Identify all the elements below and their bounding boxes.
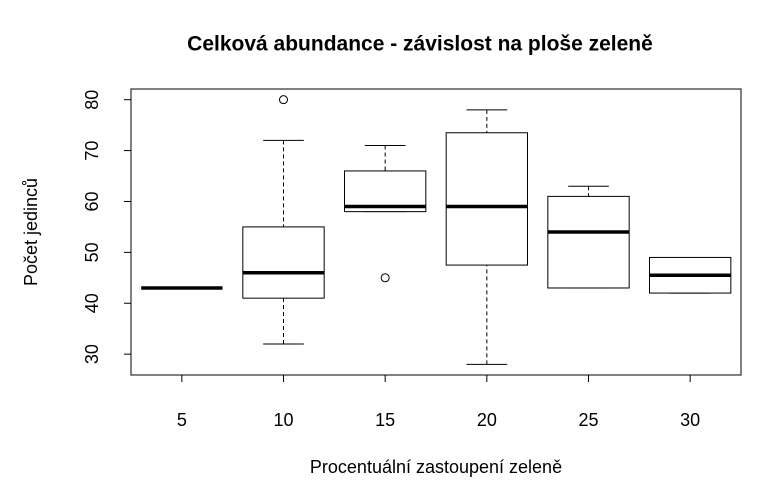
box	[242, 226, 325, 299]
y-axis-label: Počet jedinců	[21, 178, 41, 286]
plot-frame	[130, 88, 742, 376]
y-tick-label: 50	[82, 242, 102, 262]
x-axis-label: Procentuální zastoupení zeleně	[310, 457, 562, 477]
x-tick-label: 10	[273, 410, 293, 430]
outlier	[380, 273, 390, 283]
y-tick-label: 30	[82, 344, 102, 364]
y-tick-label: 70	[82, 141, 102, 161]
x-tick-label: 30	[680, 410, 700, 430]
y-tick-label: 60	[82, 191, 102, 211]
chart-title: Celková abundance - závislost na ploše z…	[187, 33, 653, 56]
x-tick-label: 5	[177, 410, 187, 430]
x-tick-label: 20	[477, 410, 497, 430]
y-tick-label: 40	[82, 293, 102, 313]
box	[547, 195, 630, 289]
y-tick-label: 80	[82, 90, 102, 110]
outlier	[279, 95, 288, 105]
x-tick-label: 15	[375, 410, 395, 430]
x-tick-label: 25	[578, 410, 598, 430]
box	[445, 132, 528, 266]
